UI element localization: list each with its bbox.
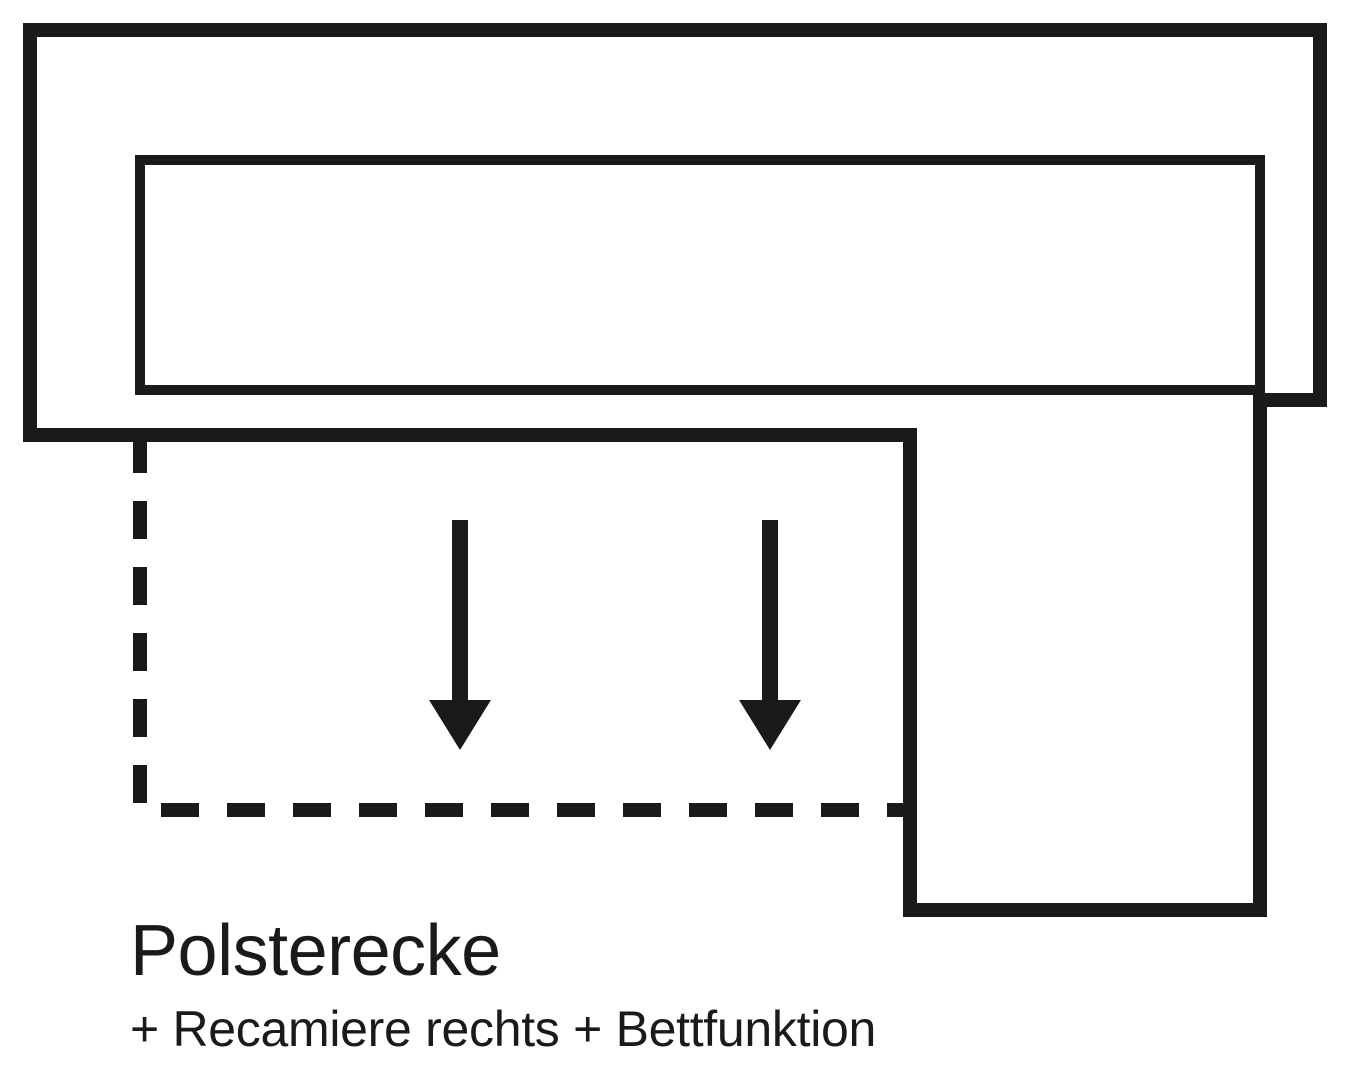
down-arrow-1 — [429, 520, 491, 750]
diagram-title: Polsterecke — [130, 910, 501, 992]
diagram-subtitle: + Recamiere rechts + Bettfunktion — [130, 1000, 876, 1058]
bed-extension-dashed — [140, 435, 910, 810]
diagram-canvas: Polsterecke + Recamiere rechts + Bettfun… — [0, 0, 1367, 1080]
down-arrow-2 — [739, 520, 801, 750]
sofa-inner-rect — [140, 160, 1260, 390]
